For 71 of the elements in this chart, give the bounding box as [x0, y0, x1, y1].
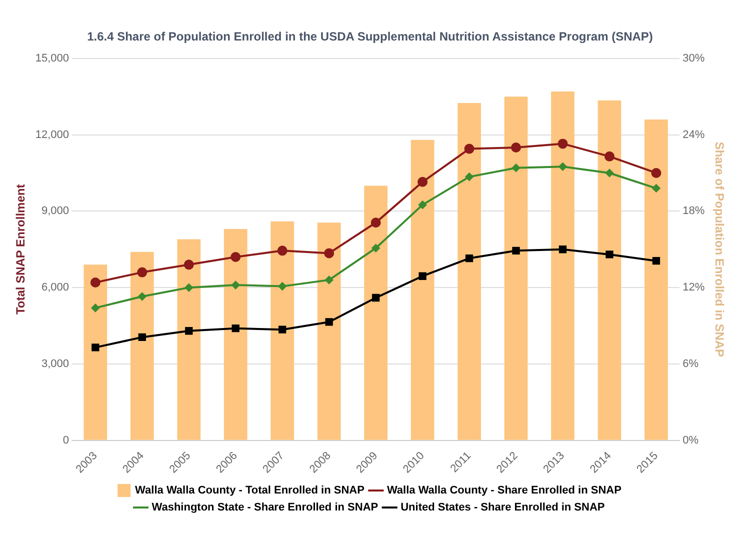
- point: [465, 254, 474, 262]
- point: [512, 246, 520, 254]
- point: [232, 281, 240, 290]
- y-tick-label: 0: [62, 434, 70, 446]
- y2-tick-label: 18%: [682, 205, 705, 218]
- bar: [270, 221, 294, 440]
- point: [418, 200, 427, 209]
- point: [512, 164, 520, 172]
- point: [652, 184, 660, 192]
- point: [558, 246, 567, 254]
- chart-title: 1.6.4 Share of Population Enrolled in the USDA Supplemental Nutrition Assistance Program (SNAP): [87, 30, 653, 44]
- y-tick-label: 9,000: [42, 205, 70, 218]
- y-tick-label: 12,000: [35, 128, 70, 141]
- point: [138, 292, 146, 300]
- point: [418, 176, 428, 187]
- y2-axis-title: Share of Population Enrolled in SNAP: [712, 142, 726, 358]
- y2-tick-label: 6%: [682, 358, 699, 370]
- y-axis-title: Total SNAP Enrollment: [14, 184, 28, 315]
- point: [137, 267, 148, 278]
- bar: [84, 264, 108, 440]
- bar: [410, 140, 434, 440]
- legend-label: Walla Walla County - Total Enrolled in SNAP: [135, 484, 364, 497]
- point: [558, 162, 567, 171]
- bar: [177, 239, 201, 440]
- legend-label: Washington State - Share Enrolled in SNAP: [152, 502, 378, 514]
- y2-tick-label: 24%: [682, 128, 705, 141]
- bar: [504, 96, 528, 440]
- y-tick-label: 15,000: [35, 52, 70, 64]
- point: [92, 344, 100, 352]
- bar: [598, 100, 622, 440]
- point: [91, 304, 100, 312]
- legend-label: Walla Walla County - Share Enrolled in SNAP: [386, 484, 622, 497]
- point: [418, 272, 426, 280]
- bar: [317, 222, 341, 440]
- bar: [458, 102, 481, 440]
- point: [185, 327, 193, 335]
- y-tick-label: 6,000: [42, 282, 70, 294]
- point: [558, 138, 568, 149]
- point: [184, 260, 194, 270]
- point: [277, 246, 288, 256]
- point: [90, 277, 100, 288]
- bar: [551, 92, 574, 440]
- bar: [224, 229, 248, 440]
- point: [325, 318, 333, 326]
- point: [278, 326, 286, 334]
- point: [464, 144, 474, 154]
- point: [325, 276, 334, 284]
- point: [372, 294, 380, 302]
- point: [605, 168, 614, 177]
- point: [604, 151, 614, 162]
- legend-label: United States - Share Enrolled in SNAP: [400, 502, 605, 514]
- point: [465, 172, 474, 181]
- bar: [644, 120, 668, 440]
- y2-tick-label: 12%: [682, 282, 705, 294]
- y-tick-label: 3,000: [42, 358, 70, 370]
- point: [278, 282, 286, 290]
- point: [230, 252, 241, 262]
- point: [184, 284, 193, 292]
- point: [651, 168, 662, 178]
- point: [372, 244, 380, 252]
- point: [138, 333, 146, 342]
- point: [232, 324, 240, 332]
- y2-tick-label: 0%: [682, 434, 699, 446]
- point: [370, 218, 381, 228]
- bar: [364, 186, 388, 440]
- y2-tick-label: 30%: [682, 52, 705, 64]
- point: [606, 250, 614, 258]
- point: [511, 142, 522, 153]
- point: [324, 248, 334, 258]
- bar: [130, 252, 154, 440]
- point: [652, 257, 660, 265]
